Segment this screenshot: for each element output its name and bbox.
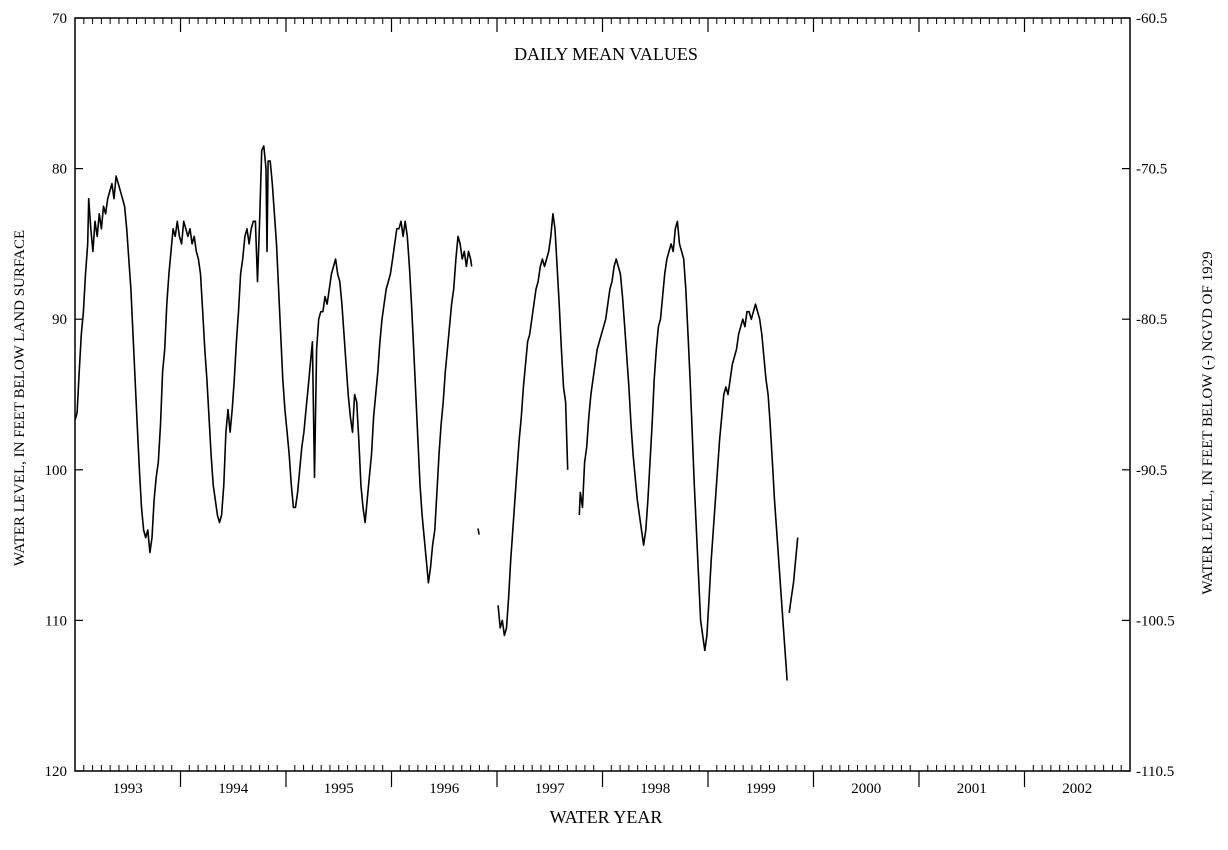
x-tick-labels: 1993 1994 1995 1996 1997 1998 1999 2000 2001 2002 xyxy=(113,18,1092,797)
x-axis-label: WATER YEAR xyxy=(550,807,663,827)
water-level-line-segment xyxy=(74,145,473,584)
y-tick-label-left: 70 xyxy=(52,11,67,27)
water-level-line-segment xyxy=(788,537,799,614)
y-tick-label-left: 100 xyxy=(45,463,68,479)
y-ticks-right: -60.5 -70.5 -80.5 -90.5 -100.5 -110.5 xyxy=(1122,11,1175,780)
water-level-line-segment xyxy=(477,528,480,535)
y-tick-label-right: -100.5 xyxy=(1136,613,1175,629)
y-tick-label-right: -60.5 xyxy=(1136,11,1167,27)
y-tick-label-left: 90 xyxy=(52,312,67,328)
water-level-line-segment xyxy=(497,213,569,637)
y-tick-label-right: -110.5 xyxy=(1136,764,1174,780)
x-tick-label: 1993 xyxy=(113,781,143,797)
x-tick-label: 1999 xyxy=(746,781,776,797)
y-tick-label-right: -80.5 xyxy=(1136,312,1167,328)
minor-ticks xyxy=(83,18,1122,771)
x-tick-label: 2000 xyxy=(851,781,881,797)
y-tick-label-right: -90.5 xyxy=(1136,463,1167,479)
x-tick-label: 1997 xyxy=(535,781,566,797)
y-tick-label-left: 110 xyxy=(45,613,67,629)
x-tick-label: 1995 xyxy=(324,781,354,797)
y-axis-label-right: WATER LEVEL, IN FEET BELOW (-) NGVD OF 1… xyxy=(1200,251,1216,594)
water-level-line-segment xyxy=(578,220,788,681)
y-tick-label-right: -70.5 xyxy=(1136,162,1167,178)
y-axis-label-left: WATER LEVEL, IN FEET BELOW LAND SURFACE xyxy=(12,230,28,566)
x-tick-label: 2001 xyxy=(957,781,987,797)
chart-title: DAILY MEAN VALUES xyxy=(514,44,698,64)
y-tick-label-left: 120 xyxy=(45,764,68,780)
x-tick-label: 1998 xyxy=(640,781,670,797)
x-tick-label: 2002 xyxy=(1062,781,1092,797)
x-tick-label: 1996 xyxy=(429,781,460,797)
series-layer xyxy=(74,145,799,681)
y-tick-label-left: 80 xyxy=(52,162,67,178)
y-ticks-left: 70 80 90 100 110 120 xyxy=(45,11,83,780)
x-tick-label: 1994 xyxy=(218,781,249,797)
